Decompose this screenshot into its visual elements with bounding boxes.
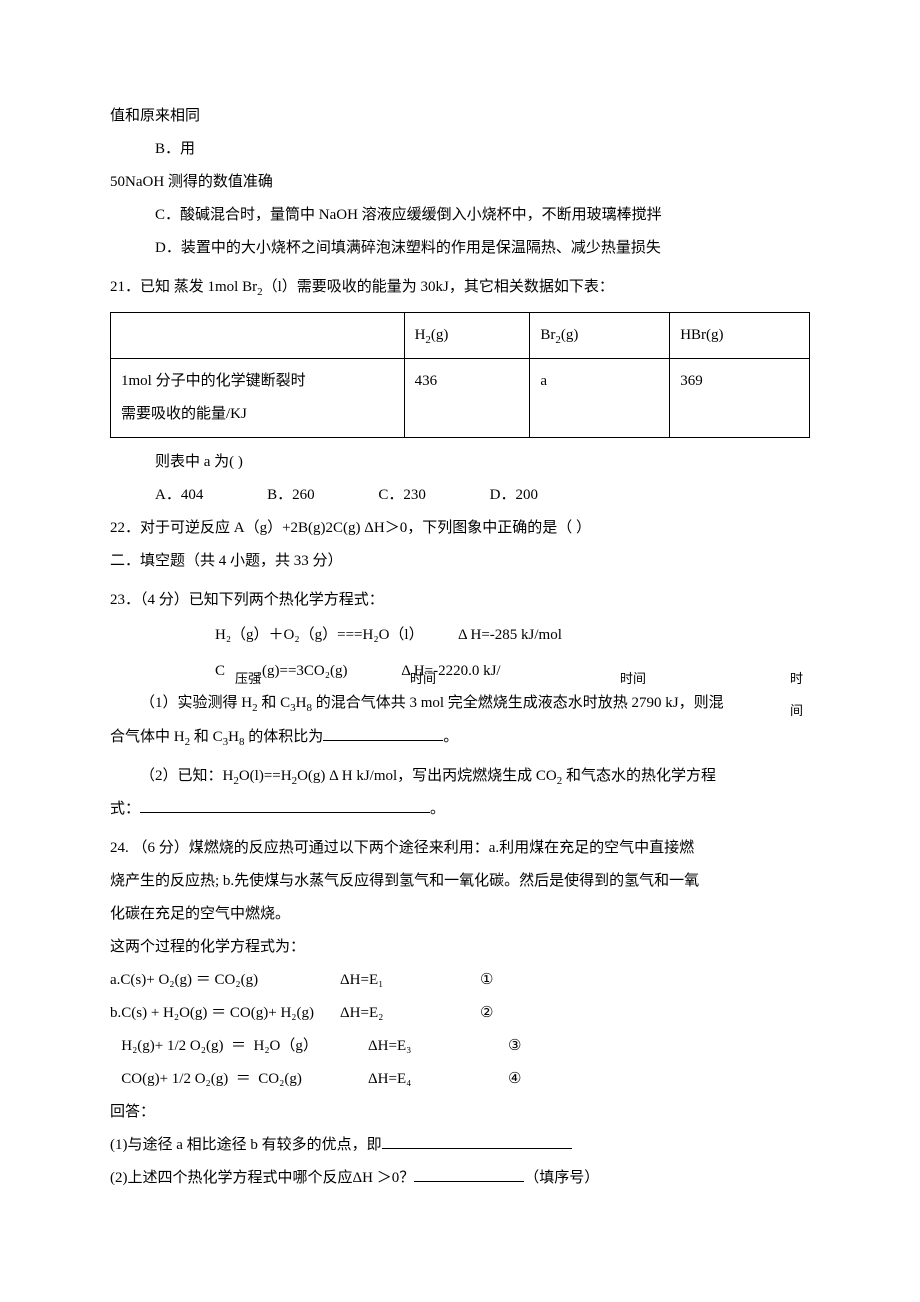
- eq-l: H₂(g)+ 1/2 O₂(g) ＝ H₂O（g）: [110, 1030, 340, 1063]
- t: （1）实验测得 H: [140, 695, 252, 711]
- eq2-pre: C: [215, 663, 225, 679]
- q24-eqb: b.C(s) + H₂O(g) ＝ CO(g)+ H₂(g) ΔH=E₂ ②: [110, 997, 810, 1030]
- t: 。: [430, 801, 445, 817]
- eq-m: ΔH=E₄: [340, 1063, 480, 1096]
- q21-table: H2(g) Br2(g) HBr(g) 1mol 分子中的化学键断裂时 需要吸收…: [110, 312, 810, 438]
- q24-eqc: H₂(g)+ 1/2 O₂(g) ＝ H₂O（g） ΔH=E₃ ③: [110, 1030, 810, 1063]
- eq-r: ④: [480, 1063, 560, 1096]
- txt: H: [415, 327, 426, 343]
- q22-stem: 22．对于可逆反应 A（g）+2B(g)2C(g) ΔH＞0，下列图象中正确的是…: [110, 512, 810, 545]
- q21-options: A．404 B．260 C．230 D．200: [110, 479, 810, 512]
- eq-l: b.C(s) + H₂O(g) ＝ CO(g)+ H₂(g): [110, 997, 340, 1030]
- table-cell: 1mol 分子中的化学键断裂时 需要吸收的能量/KJ: [111, 359, 405, 438]
- table-cell: 369: [670, 359, 810, 438]
- eq-l: a.C(s)+ O₂(g) ＝ CO₂(g): [110, 964, 340, 997]
- table-cell: 436: [404, 359, 530, 438]
- t: 和 C: [258, 695, 291, 711]
- q23-head: 23．（4 分）已知下列两个热化学方程式：: [110, 584, 810, 617]
- eq-r: ②: [480, 997, 560, 1030]
- q23-p1b: 合气体中 H2 和 C3H8 的体积比为。: [110, 721, 810, 754]
- t: 和气态水的热化学方程: [562, 768, 716, 784]
- t: H: [228, 729, 239, 745]
- table-cell: a: [530, 359, 670, 438]
- q24-eqd: CO(g)+ 1/2 O₂(g) ＝ CO₂(g) ΔH=E₄ ④: [110, 1063, 810, 1096]
- q24-q2: (2)上述四个热化学方程式中哪个反应ΔH ＞0？ （填序号）: [110, 1162, 810, 1195]
- q21-stem: 21．已知 蒸发 1mol Br2（l）需要吸收的能量为 30kJ，其它相关数据…: [110, 271, 810, 304]
- t: O(l)==H: [239, 768, 292, 784]
- q24-head3: 化碳在充足的空气中燃烧。: [110, 898, 810, 931]
- q23-eq2: C 压强 ₂(g)==3CO₂(g) 时间 Δ H=-2220.0 kJ/ 时间…: [110, 653, 810, 687]
- q24-q1: (1)与途径 a 相比途径 b 有较多的优点，即: [110, 1129, 810, 1162]
- eq-r: ①: [480, 964, 560, 997]
- txt: (g): [561, 327, 579, 343]
- t: 合气体中 H: [110, 729, 185, 745]
- t: （2）已知：H: [140, 768, 233, 784]
- q24-answer: 回答：: [110, 1096, 810, 1129]
- txt: (g): [431, 327, 449, 343]
- eq2-mid: ₂(g)==3CO₂(g): [257, 663, 348, 679]
- eq-m: ΔH=E₁: [340, 964, 480, 997]
- text-line: 值和原来相同: [110, 100, 810, 133]
- eq-right: Δ H=-285 kJ/mol: [458, 627, 562, 643]
- option-c: C．酸碱混合时，量筒中 NaOH 溶液应缓缓倒入小烧杯中，不断用玻璃棒搅拌: [110, 199, 810, 232]
- t: H: [296, 695, 307, 711]
- table-cell: Br2(g): [530, 313, 670, 359]
- t: 。: [443, 729, 458, 745]
- blank-field[interactable]: [140, 795, 430, 813]
- cell-line: 1mol 分子中的化学键断裂时: [121, 365, 394, 398]
- eq-m: ΔH=E₃: [340, 1030, 480, 1063]
- text-line: 50NaOH 测得的数值准确: [110, 166, 810, 199]
- t: (2)上述四个热化学方程式中哪个反应ΔH ＞0？: [110, 1170, 414, 1186]
- blank-field[interactable]: [382, 1131, 572, 1149]
- q23-p1: （1）实验测得 H2 和 C3H8 的混合气体共 3 mol 完全燃烧生成液态水…: [110, 687, 810, 720]
- table-cell: H2(g): [404, 313, 530, 359]
- t: O(g) Δ H kJ/mol，写出丙烷燃烧生成 CO: [297, 768, 557, 784]
- opt-a: A．404: [155, 479, 203, 512]
- option-b: B．用: [110, 133, 810, 166]
- eq-r: ③: [480, 1030, 560, 1063]
- label-time: 时间: [790, 663, 810, 725]
- q21-after: 则表中 a 为( ): [110, 446, 810, 479]
- opt-b: B．260: [267, 479, 315, 512]
- label-time: 时间: [410, 663, 436, 694]
- t: 的体积比为: [244, 729, 323, 745]
- q21-stem-text: 21．已知 蒸发 1mol Br: [110, 279, 257, 295]
- t: （填序号）: [524, 1170, 599, 1186]
- q24-head4: 这两个过程的化学方程式为：: [110, 931, 810, 964]
- t: (1)与途径 a 相比途径 b 有较多的优点，即: [110, 1137, 382, 1153]
- q24-head: 24. （6 分）煤燃烧的反应热可通过以下两个途径来利用：a.利用煤在充足的空气…: [110, 832, 810, 865]
- q23-eq1: H₂（g）＋O₂（g）===H₂O（l） Δ H=-285 kJ/mol: [110, 617, 810, 653]
- blank-field[interactable]: [323, 723, 443, 741]
- cell-line: 需要吸收的能量/KJ: [121, 398, 394, 431]
- q23-p2b: 式： 。: [110, 793, 810, 826]
- label-time: 时间: [620, 663, 646, 694]
- eq-l: CO(g)+ 1/2 O₂(g) ＝ CO₂(g): [110, 1063, 340, 1096]
- section-heading: 二．填空题（共 4 小题，共 33 分）: [110, 545, 810, 578]
- option-d: D．装置中的大小烧杯之间填满碎泡沫塑料的作用是保温隔热、减少热量损失: [110, 232, 810, 265]
- opt-c: C．230: [378, 479, 426, 512]
- table-cell: [111, 313, 405, 359]
- q23-p2: （2）已知：H2O(l)==H2O(g) Δ H kJ/mol，写出丙烷燃烧生成…: [110, 760, 810, 793]
- t: 的混合气体共 3 mol 完全燃烧生成液态水时放热 2790 kJ，则混: [312, 695, 724, 711]
- q24-head2: 烧产生的反应热; b.先使煤与水蒸气反应得到氢气和一氧化碳。然后是使得到的氢气和…: [110, 865, 810, 898]
- eq-m: ΔH=E₂: [340, 997, 480, 1030]
- opt-d: D．200: [490, 479, 538, 512]
- txt: Br: [540, 327, 555, 343]
- table-cell: HBr(g): [670, 313, 810, 359]
- q24-eqa: a.C(s)+ O₂(g) ＝ CO₂(g) ΔH=E₁ ①: [110, 964, 810, 997]
- t: 和 C: [190, 729, 223, 745]
- eq-left: H₂（g）＋O₂（g）===H₂O（l）: [215, 617, 455, 653]
- blank-field[interactable]: [414, 1164, 524, 1182]
- label-pressure: 压强: [235, 663, 261, 694]
- t: 式：: [110, 801, 140, 817]
- q21-stem-text2: （l）需要吸收的能量为 30kJ，其它相关数据如下表：: [263, 279, 614, 295]
